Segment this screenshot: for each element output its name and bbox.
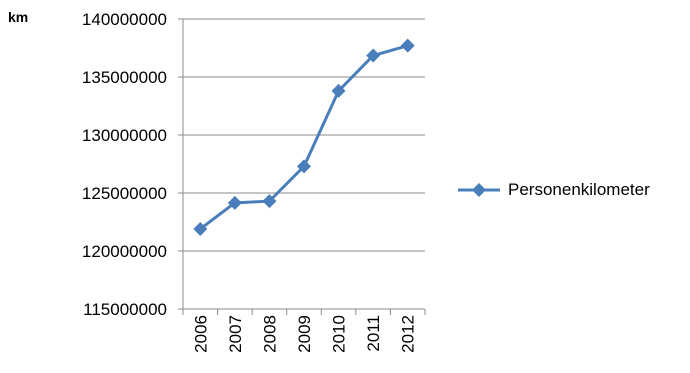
- data-point: [193, 221, 208, 236]
- x-tick-label: 2006: [191, 315, 210, 353]
- x-tick-label: 2009: [295, 315, 314, 353]
- x-tick-label: 2010: [330, 315, 349, 353]
- y-tick-label: 140000000: [82, 10, 167, 29]
- y-tick-label: 120000000: [82, 242, 167, 261]
- x-tick-label: 2008: [260, 315, 279, 353]
- x-tick-label: 2011: [364, 315, 383, 352]
- x-tick-label: 2012: [399, 315, 418, 353]
- data-point: [400, 38, 415, 53]
- data-point: [262, 194, 277, 209]
- y-tick-label: 115000000: [83, 300, 167, 319]
- y-axis-unit-label: km: [8, 9, 29, 25]
- data-point: [297, 159, 311, 174]
- legend-line-marker-icon: [458, 183, 500, 197]
- y-tick-label: 125000000: [82, 184, 167, 203]
- legend: Personenkilometer: [456, 180, 650, 200]
- data-point: [227, 195, 242, 210]
- y-tick-label: 130000000: [82, 126, 167, 145]
- data-point: [331, 83, 346, 98]
- x-tick-label: 2007: [226, 315, 245, 353]
- y-tick-label: 135000000: [82, 68, 167, 87]
- data-point: [366, 48, 381, 63]
- legend-label: Personenkilometer: [508, 180, 650, 199]
